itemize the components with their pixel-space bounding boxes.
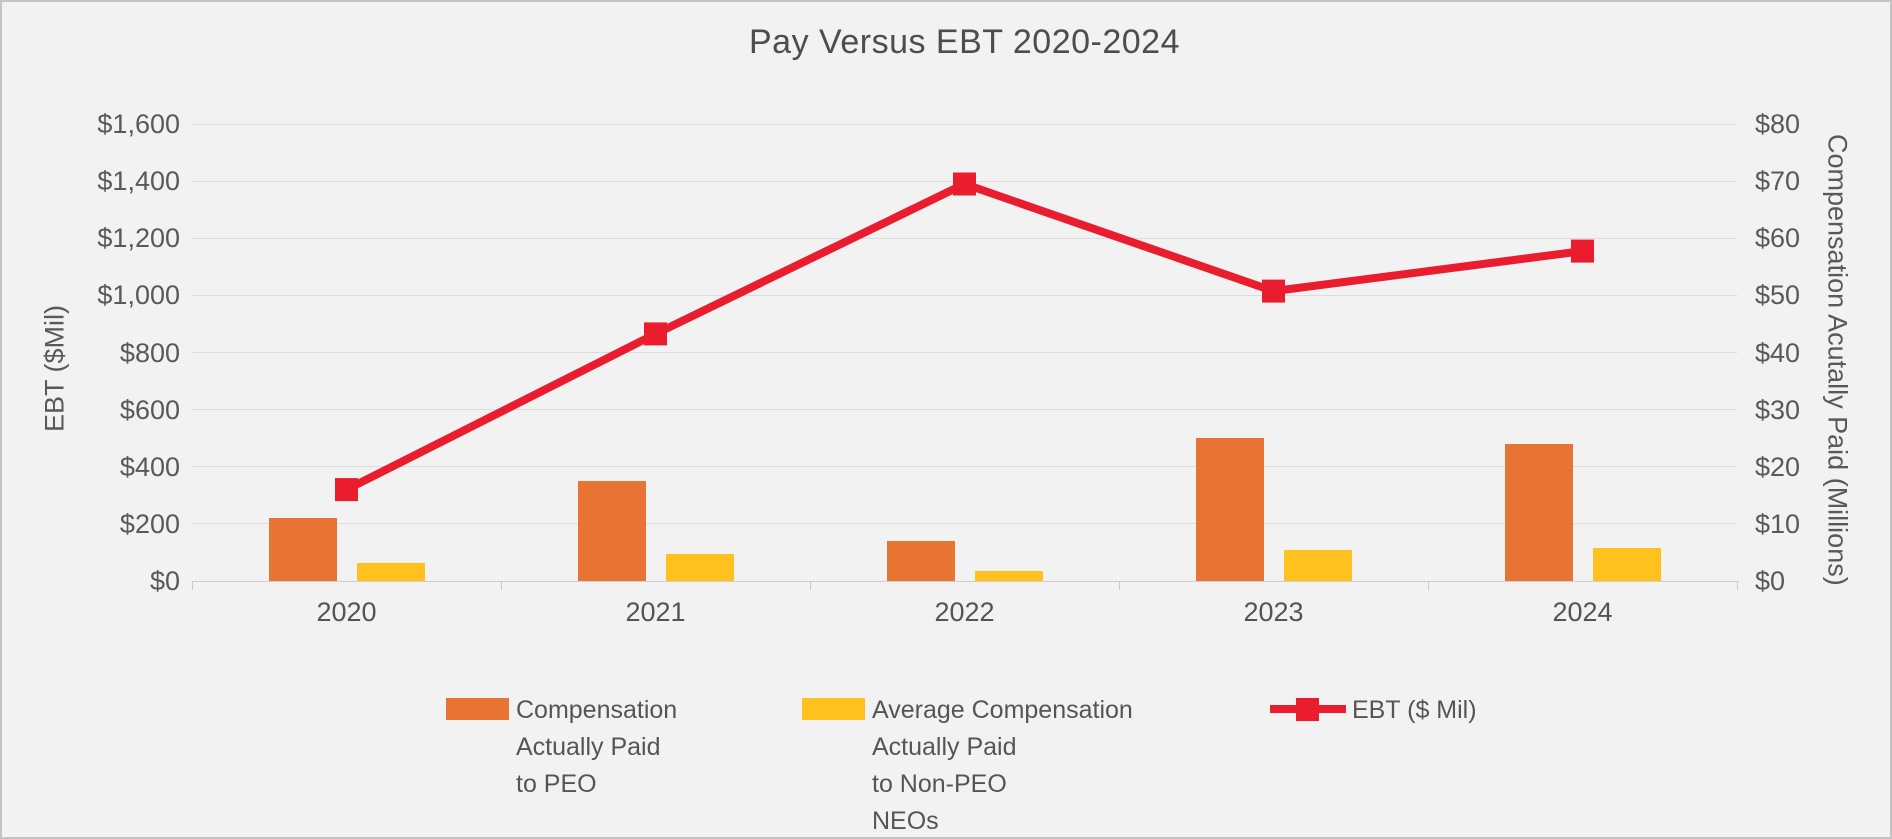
x-axis-tick: [501, 581, 502, 590]
left-axis-tick-label: $600: [119, 394, 180, 425]
ebt-marker-2024: [1571, 239, 1594, 263]
left-axis-tick-label: $1,200: [97, 223, 180, 254]
x-axis-label-2021: 2021: [625, 597, 686, 627]
bar-peo-2020: [268, 518, 337, 581]
legend-label-line: Compensation: [516, 696, 678, 724]
right-axis-tick-label: $50: [1755, 280, 1801, 311]
legend-label-line: Average Compensation: [872, 696, 1133, 724]
legend-line-icon: [1270, 705, 1346, 713]
legend-label: Average Compensation Actually Paid to Non-…: [872, 692, 1133, 837]
left-axis-tick-label: $1,000: [97, 280, 180, 311]
legend-label: EBT ($ Mil): [1352, 692, 1477, 729]
bar-peo-2022: [886, 541, 955, 581]
legend-label: Compensation Actually Paid to PEO: [516, 692, 677, 803]
bar-peo-2021: [577, 481, 646, 581]
right-axis-tick-label: $0: [1755, 566, 1786, 596]
right-axis-tick-label: $30: [1755, 394, 1801, 425]
x-axis-label-2020: 2020: [316, 597, 377, 627]
legend-label-line: Actually Paid: [516, 733, 661, 761]
bar-nonpeo-2024: [1592, 548, 1661, 581]
gridline: [192, 409, 1737, 411]
x-axis-label-2022: 2022: [934, 597, 995, 627]
ebt-line: [344, 179, 1584, 494]
right-axis-tick-label: $10: [1755, 508, 1801, 539]
legend-label-line: Actually Paid: [872, 733, 1017, 761]
legend-label-line: to Non-PEO: [872, 770, 1007, 798]
x-axis-tick: [1737, 581, 1738, 590]
legend-swatch-icon: [802, 698, 865, 720]
plot-area: [192, 123, 1737, 582]
legend-swatch-icon: [446, 698, 509, 720]
ebt-line-layer: [335, 172, 1594, 502]
legend-label-line: to PEO: [516, 770, 597, 798]
gridline: [192, 523, 1737, 525]
gridline: [192, 294, 1737, 296]
x-axis-tick: [1428, 581, 1429, 590]
left-axis-tick-label: $400: [119, 451, 180, 482]
gridline: [192, 237, 1737, 239]
right-axis-tick-label: $80: [1755, 109, 1801, 139]
x-axis-label-2023: 2023: [1243, 597, 1304, 627]
gridline: [192, 466, 1737, 468]
bar-nonpeo-2023: [1283, 550, 1352, 581]
x-axis-tick: [192, 581, 193, 590]
bar-peo-2024: [1504, 443, 1573, 581]
right-axis-tick-label: $20: [1755, 451, 1801, 482]
bar-nonpeo-2022: [974, 570, 1043, 581]
gridline: [192, 123, 1737, 125]
x-axis-tick: [1119, 581, 1120, 590]
legend-marker-icon: [1296, 698, 1319, 721]
x-axis-line: [192, 580, 1737, 582]
x-axis-label-2024: 2024: [1552, 597, 1613, 627]
gridline: [192, 352, 1737, 353]
left-axis-tick-label: $0: [149, 566, 180, 596]
right-axis-title: Compensation Acutally Paid (Millions): [1822, 134, 1853, 586]
legend-label-line: NEOs: [872, 807, 939, 835]
ebt-marker-2020: [335, 478, 358, 502]
x-axis-tick: [810, 581, 811, 590]
ebt-marker-2021: [644, 322, 667, 346]
left-axis-tick-label: $800: [119, 337, 180, 368]
ebt-marker-2023: [1262, 279, 1285, 303]
bar-nonpeo-2020: [356, 562, 425, 581]
right-axis-tick-label: $40: [1755, 337, 1801, 368]
right-axis-tick-label: $70: [1755, 166, 1801, 197]
left-axis-tick-label: $200: [119, 508, 180, 539]
right-axis-tick-label: $60: [1755, 223, 1801, 254]
legend-label-line: EBT ($ Mil): [1352, 696, 1477, 724]
left-axis-tick-label: $1,600: [97, 109, 180, 139]
left-axis-tick-label: $1,400: [97, 166, 180, 197]
chart-title: Pay Versus EBT 2020-2024: [749, 23, 1180, 61]
ebt-marker-2022: [953, 172, 976, 196]
bar-nonpeo-2021: [665, 554, 734, 581]
bar-peo-2023: [1195, 438, 1264, 581]
